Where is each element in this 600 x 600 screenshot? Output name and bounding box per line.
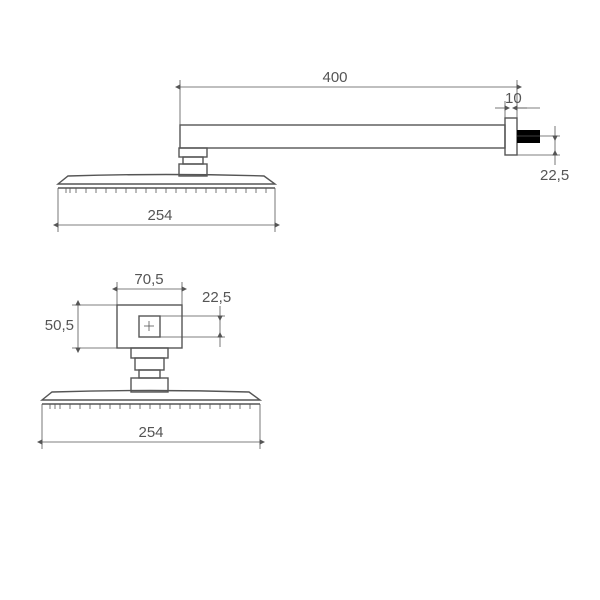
dim-head-width-top: 254: [147, 207, 172, 224]
dim-flange-depth: 10: [505, 90, 522, 107]
top-view: 400 10 22,5: [58, 69, 569, 232]
dim-arm-half: 22,5: [540, 167, 569, 184]
dim-head-width-bottom: 254: [138, 424, 163, 441]
nozzles-bottom: [50, 404, 250, 409]
dim-arm-length: 400: [322, 69, 347, 86]
dim-bracket-width: 70,5: [134, 271, 163, 288]
technical-drawing: 400 10 22,5: [0, 0, 600, 600]
dim-bracket-inner-h: 22,5: [202, 289, 231, 306]
dim-bracket-height: 50,5: [45, 317, 74, 334]
nozzles-top: [66, 188, 266, 193]
bottom-view: 70,5 22,5 50,5: [42, 271, 260, 449]
